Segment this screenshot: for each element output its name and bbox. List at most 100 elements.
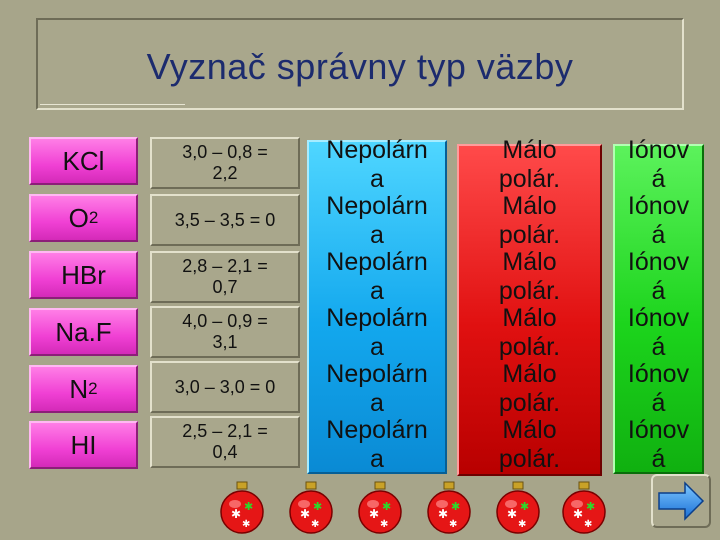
nonpolar-label-line2: a xyxy=(370,165,384,193)
ionic-label-line2: á xyxy=(651,333,666,361)
christmas-ornament-icon: ✱ ✱ ✱ xyxy=(358,481,402,534)
svg-text:✱: ✱ xyxy=(438,507,448,521)
formula-text: KCl xyxy=(62,145,105,176)
en-line1: 2,5 – 2,1 = xyxy=(182,421,268,441)
en-line2: 3,1 xyxy=(212,332,238,352)
en-difference-n2: 3,0 – 3,0 = 0 xyxy=(150,361,300,413)
ionic-button-o2[interactable]: Iónov á xyxy=(615,192,702,250)
svg-text:✱: ✱ xyxy=(380,519,388,530)
en-line1: 3,0 – 3,0 = 0 xyxy=(174,376,276,397)
en-difference-o2: 3,5 – 3,5 = 0 xyxy=(150,194,300,246)
christmas-ornament-icon: ✱ ✱ ✱ xyxy=(496,481,540,534)
svg-text:✱: ✱ xyxy=(300,507,310,521)
next-button[interactable] xyxy=(651,474,711,528)
svg-text:✱: ✱ xyxy=(369,507,379,521)
en-line1: 3,5 – 3,5 = 0 xyxy=(174,209,276,230)
svg-text:✱: ✱ xyxy=(507,507,517,521)
title-box: Vyznač správny typ väzby xyxy=(36,18,684,110)
formula-hbr: HBr xyxy=(29,251,138,299)
svg-text:✱: ✱ xyxy=(451,500,460,513)
svg-text:✱: ✱ xyxy=(584,519,592,530)
slightly-polar-label-line1: Málo xyxy=(502,304,557,332)
svg-text:✱: ✱ xyxy=(573,507,583,521)
svg-text:✱: ✱ xyxy=(231,507,241,521)
nonpolar-button-hi[interactable]: Nepolárn a xyxy=(309,416,445,474)
en-difference-kcl: 3,0 – 0,8 = 2,2 xyxy=(150,137,300,189)
ionic-button-kcl[interactable]: Iónov á xyxy=(615,136,702,194)
ionic-label-line1: Iónov xyxy=(627,136,690,164)
slightly-polar-label-line2: polár. xyxy=(498,445,561,473)
slightly-polar-label-line1: Málo xyxy=(502,360,557,388)
nonpolar-label-line1: Nepolárn xyxy=(326,416,428,444)
slightly-polar-label-line2: polár. xyxy=(498,221,561,249)
en-difference-naf: 4,0 – 0,9 = 3,1 xyxy=(150,306,300,358)
nonpolar-button-naf[interactable]: Nepolárn a xyxy=(309,304,445,362)
formula-kcl: KCl xyxy=(29,137,138,185)
formula-subscript: 2 xyxy=(88,379,98,398)
nonpolar-button-n2[interactable]: Nepolárn a xyxy=(309,360,445,418)
arrow-right-icon xyxy=(658,481,705,521)
slightly-polar-column: Málo polár. Málo polár. Málo polár. Málo… xyxy=(457,136,602,476)
svg-text:✱: ✱ xyxy=(313,500,322,513)
formula-text: Na.F xyxy=(55,316,112,347)
ionic-label-line1: Iónov xyxy=(627,304,690,332)
ionic-label-line2: á xyxy=(651,165,666,193)
svg-text:✱: ✱ xyxy=(520,500,529,513)
ionic-button-n2[interactable]: Iónov á xyxy=(615,360,702,418)
nonpolar-label-line2: a xyxy=(370,445,384,473)
slightly-polar-label-line2: polár. xyxy=(498,165,561,193)
slightly-polar-button-naf[interactable]: Málo polár. xyxy=(459,304,600,362)
formula-text: HBr xyxy=(61,259,106,290)
ionic-label-line2: á xyxy=(651,221,666,249)
formula-text: N xyxy=(69,373,89,404)
nonpolar-column: Nepolárn a Nepolárn a Nepolárn a Nepolár… xyxy=(307,136,447,474)
slightly-polar-button-hi[interactable]: Málo polár. xyxy=(459,416,600,474)
slightly-polar-button-o2[interactable]: Málo polár. xyxy=(459,192,600,250)
en-difference-hbr: 2,8 – 2,1 = 0,7 xyxy=(150,251,300,303)
nonpolar-label-line1: Nepolárn xyxy=(326,304,428,332)
title-divider xyxy=(40,104,185,105)
slightly-polar-label-line1: Málo xyxy=(502,192,557,220)
slightly-polar-button-n2[interactable]: Málo polár. xyxy=(459,360,600,418)
page-title: Vyznač správny typ väzby xyxy=(146,46,574,87)
nonpolar-label-line1: Nepolárn xyxy=(326,360,428,388)
christmas-ornament-icon: ✱ ✱ ✱ xyxy=(427,481,471,534)
ionic-column: Iónov á Iónov á Iónov á Iónov á Iónov á … xyxy=(613,136,704,474)
slightly-polar-button-kcl[interactable]: Málo polár. xyxy=(459,136,600,194)
ionic-label-line2: á xyxy=(651,389,666,417)
nonpolar-label-line2: a xyxy=(370,221,384,249)
nonpolar-button-hbr[interactable]: Nepolárn a xyxy=(309,248,445,306)
en-line2: 2,2 xyxy=(212,163,238,183)
ionic-label-line1: Iónov xyxy=(627,416,690,444)
nonpolar-label-line2: a xyxy=(370,277,384,305)
en-line1: 3,0 – 0,8 = xyxy=(182,142,268,162)
svg-text:✱: ✱ xyxy=(311,519,319,530)
svg-text:✱: ✱ xyxy=(586,500,595,513)
nonpolar-button-kcl[interactable]: Nepolárn a xyxy=(309,136,445,194)
formula-text: HI xyxy=(70,429,97,460)
ionic-label-line2: á xyxy=(651,277,666,305)
slightly-polar-label-line2: polár. xyxy=(498,333,561,361)
ionic-button-naf[interactable]: Iónov á xyxy=(615,304,702,362)
slightly-polar-label-line1: Málo xyxy=(502,136,557,164)
ionic-button-hi[interactable]: Iónov á xyxy=(615,416,702,474)
svg-text:✱: ✱ xyxy=(518,519,526,530)
nonpolar-label-line2: a xyxy=(370,333,384,361)
slightly-polar-label-line2: polár. xyxy=(498,389,561,417)
slightly-polar-label-line1: Málo xyxy=(502,416,557,444)
nonpolar-button-o2[interactable]: Nepolárn a xyxy=(309,192,445,250)
en-line1: 4,0 – 0,9 = xyxy=(182,311,268,331)
en-line2: 0,7 xyxy=(212,277,238,297)
nonpolar-label-line2: a xyxy=(370,389,384,417)
formula-text: O xyxy=(68,202,89,233)
slightly-polar-button-hbr[interactable]: Málo polár. xyxy=(459,248,600,306)
formula-hi: HI xyxy=(29,421,138,469)
ionic-button-hbr[interactable]: Iónov á xyxy=(615,248,702,306)
formula-naf: Na.F xyxy=(29,308,138,356)
christmas-ornament-icon: ✱ ✱ ✱ xyxy=(562,481,606,534)
christmas-ornament-icon: ✱ ✱ ✱ xyxy=(289,481,333,534)
svg-text:✱: ✱ xyxy=(242,519,250,530)
ionic-label-line1: Iónov xyxy=(627,360,690,388)
ionic-label-line1: Iónov xyxy=(627,192,690,220)
